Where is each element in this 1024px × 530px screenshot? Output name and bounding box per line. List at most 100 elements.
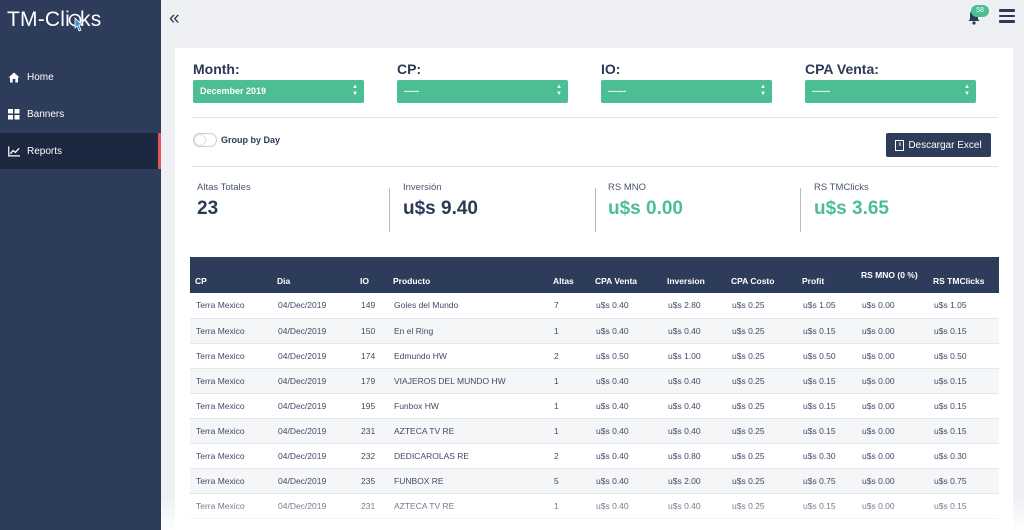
table-cell: 179 [355, 368, 388, 394]
table-cell: 04/Dec/2019 [272, 318, 355, 344]
month-select[interactable]: December 2019 ▲ ▼ [193, 80, 364, 103]
table-cell: Terra Mexico [190, 368, 272, 394]
table-cell: u$s 0.00 [856, 493, 928, 519]
cp-select[interactable]: ----- ▲ ▼ [397, 80, 568, 103]
io-filter-label: IO: [601, 61, 621, 77]
sidebar-item-banners[interactable]: Banners [0, 96, 161, 132]
month-select-value: December 2019 [200, 86, 267, 96]
table-cell: Goles del Mundo [388, 293, 548, 319]
cpa-venta-filter-label: CPA Venta: [805, 61, 879, 77]
column-header[interactable]: CPA Venta [590, 257, 662, 293]
table-cell: 2 [548, 343, 590, 369]
collapse-sidebar-icon[interactable]: « [169, 8, 180, 29]
table-cell: u$s 0.40 [590, 493, 662, 519]
table-cell: Funbox HW [388, 393, 548, 419]
table-cell: u$s 0.25 [726, 343, 797, 369]
select-arrows-icon: ▲ ▼ [556, 84, 562, 97]
table-cell: u$s 0.75 [928, 468, 999, 494]
sidebar: TM-Cli ks Home Banners Reports [0, 0, 161, 530]
table-cell: u$s 0.40 [590, 443, 662, 469]
cp-select-value: ----- [404, 86, 419, 96]
table-cell: u$s 0.15 [928, 318, 999, 344]
app-logo[interactable]: TM-Cli ks [7, 6, 101, 34]
table-row: Terra Mexico 04/Dec/2019 179 VIAJEROS DEL M… [190, 368, 999, 394]
stat-rs-tmclicks: RS TMClicks u$s 3.65 [814, 182, 889, 232]
table-row: Terra Mexico 04/Dec/2019 231 AZTECA TV RE 1 u… [190, 493, 999, 519]
table-cell: AZTECA TV RE [388, 418, 548, 444]
stat-label: Inversión [403, 182, 442, 193]
table-cell: 7 [548, 293, 590, 319]
menu-hamburger-icon[interactable] [999, 9, 1015, 23]
stat-separator [595, 188, 596, 232]
table-cell: 04/Dec/2019 [272, 493, 355, 519]
table-cell: u$s 0.50 [797, 343, 856, 369]
table-cell: u$s 0.00 [856, 393, 928, 419]
table-row: Terra Mexico 04/Dec/2019 149 Goles del Mund… [190, 293, 999, 319]
table-cell: 231 [355, 418, 388, 444]
divider [192, 117, 998, 118]
table-cell: 232 [355, 443, 388, 469]
stat-rs-mno: RS MNO u$s 0.00 [608, 182, 683, 232]
table-cell: 04/Dec/2019 [272, 343, 355, 369]
cpa-venta-select-value: ------ [812, 86, 830, 96]
table-cell: u$s 0.50 [928, 343, 999, 369]
cpa-venta-select[interactable]: ------ ▲ ▼ [805, 80, 976, 103]
table-cell: u$s 0.25 [726, 443, 797, 469]
table-cell: VIAJEROS DEL MUNDO HW [388, 368, 548, 394]
column-header[interactable]: Altas [548, 257, 590, 293]
table-cell: u$s 0.30 [797, 443, 856, 469]
column-header[interactable]: RS MNO (0 %) [856, 257, 928, 293]
column-header[interactable]: CP [190, 257, 272, 293]
table-cell: u$s 0.25 [726, 468, 797, 494]
table-cell: Terra Mexico [190, 343, 272, 369]
table-row: Terra Mexico 04/Dec/2019 150 En el Ring 1 u$s… [190, 318, 999, 344]
table-cell: u$s 0.15 [928, 418, 999, 444]
logo-text-suffix: ks [80, 8, 102, 31]
table-cell: u$s 0.00 [856, 293, 928, 319]
table-cell: u$s 0.15 [928, 368, 999, 394]
table-cell: u$s 1.00 [662, 343, 726, 369]
io-select[interactable]: ------ ▲ ▼ [601, 80, 772, 103]
column-header[interactable]: Profit [797, 257, 856, 293]
table-cell: Terra Mexico [190, 443, 272, 469]
table-cell: AZTECA TV RE [388, 493, 548, 519]
table-cell: u$s 0.40 [662, 393, 726, 419]
table-cell: Terra Mexico [190, 418, 272, 444]
table-body: Terra Mexico 04/Dec/2019 149 Goles del Mund… [190, 293, 999, 519]
stat-value: u$s 3.65 [814, 198, 889, 219]
column-header[interactable]: CPA Costo [726, 257, 797, 293]
report-panel: Month: December 2019 ▲ ▼ CP: ----- ▲ ▼ IO:… [175, 48, 1013, 530]
sidebar-item-label: Home [27, 71, 54, 83]
table-cell: u$s 1.05 [928, 293, 999, 319]
column-header[interactable]: Dia [272, 257, 355, 293]
table-row: Terra Mexico 04/Dec/2019 235 FUNBOX RE 5 u$s … [190, 468, 999, 494]
table-cell: u$s 0.00 [856, 468, 928, 494]
io-select-value: ------ [608, 86, 626, 96]
column-header[interactable]: RS TMClicks [928, 257, 999, 293]
table-cell: 04/Dec/2019 [272, 393, 355, 419]
notification-badge: 58 [971, 5, 989, 17]
table-cell: FUNBOX RE [388, 468, 548, 494]
table-cell: Terra Mexico [190, 293, 272, 319]
table-cell: u$s 0.15 [797, 393, 856, 419]
chart-line-icon [8, 145, 20, 157]
stat-value: u$s 0.00 [608, 198, 683, 219]
table-cell: u$s 0.40 [590, 418, 662, 444]
table-cell: u$s 0.00 [856, 368, 928, 394]
table-cell: u$s 0.15 [797, 493, 856, 519]
table-cell: 150 [355, 318, 388, 344]
column-header[interactable]: Producto [388, 257, 548, 293]
table-cell: u$s 2.00 [662, 468, 726, 494]
table-cell: u$s 0.50 [590, 343, 662, 369]
sidebar-item-home[interactable]: Home [0, 59, 161, 95]
table-cell: u$s 0.40 [590, 318, 662, 344]
download-excel-button[interactable]: x Descargar Excel [886, 133, 991, 157]
column-header[interactable]: IO [355, 257, 388, 293]
group-by-day-toggle[interactable] [193, 133, 217, 147]
column-header[interactable]: Inversion [662, 257, 726, 293]
table-cell: u$s 0.25 [726, 293, 797, 319]
table-cell: u$s 0.30 [928, 443, 999, 469]
divider [192, 166, 998, 167]
sidebar-item-reports[interactable]: Reports [0, 133, 161, 169]
stat-label: RS TMClicks [814, 182, 869, 193]
